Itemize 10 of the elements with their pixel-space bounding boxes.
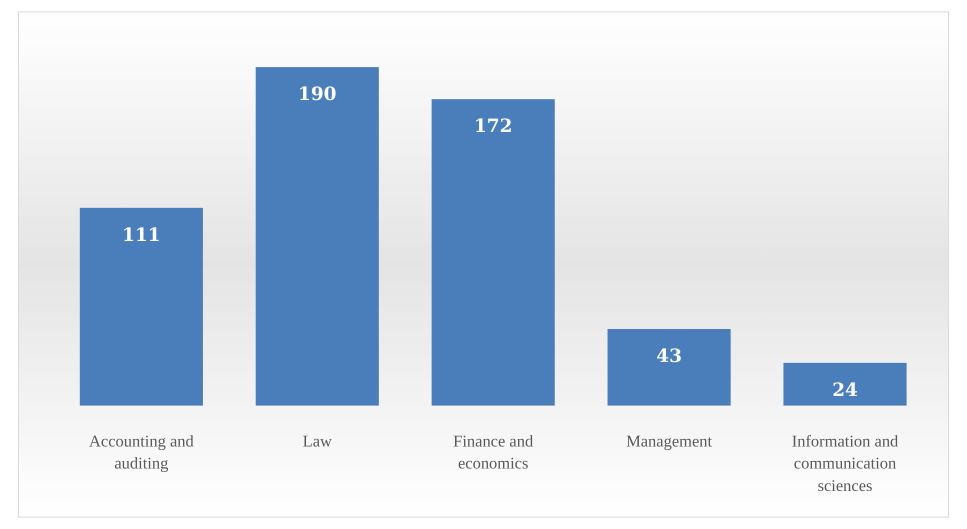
x-tick-label: Accounting and auditing	[89, 431, 194, 473]
x-tick-label: Information and communication sciences	[792, 431, 900, 495]
data-label: 190	[298, 84, 336, 106]
data-label: 24	[832, 380, 858, 401]
data-label: 43	[656, 346, 682, 367]
x-tick-label: Management	[626, 431, 713, 450]
data-label: 111	[122, 224, 161, 246]
x-tick-label: Law	[302, 431, 332, 450]
data-label: 172	[474, 116, 512, 138]
x-tick-label: Finance and economics	[453, 431, 534, 473]
